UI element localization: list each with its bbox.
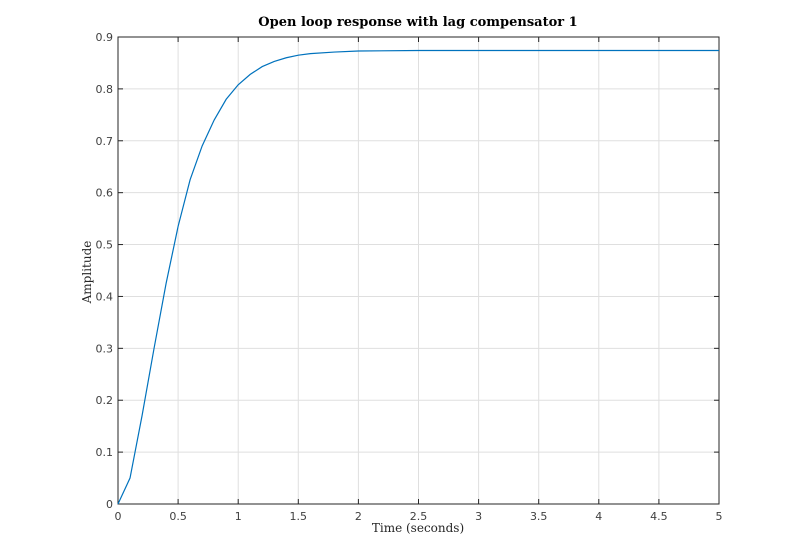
- y-tick-label: 0.9: [96, 31, 114, 44]
- y-axis-label: Amplitude: [80, 241, 94, 305]
- tick-marks: [117, 36, 720, 505]
- x-tick-label: 0.5: [169, 510, 187, 523]
- x-tick-labels: 0 0.5 1 1.5 2 2.5 3 3.5 4 4.5 5: [115, 510, 723, 523]
- series-layer: [117, 49, 719, 505]
- y-tick-label: 0.1: [96, 446, 114, 459]
- y-tick-label: 0.6: [96, 187, 114, 200]
- x-tick-label: 3: [475, 510, 482, 523]
- y-tick-label: 0: [106, 498, 113, 511]
- x-tick-label: 4: [595, 510, 602, 523]
- y-tick-label: 0.8: [96, 83, 114, 96]
- y-tick-label: 0.3: [96, 342, 114, 355]
- x-tick-label: 5: [716, 510, 723, 523]
- x-tick-label: 1: [235, 510, 242, 523]
- x-tick-label: 2: [355, 510, 362, 523]
- y-tick-label: 0.2: [96, 394, 114, 407]
- grid: [117, 36, 720, 505]
- x-tick-label: 1.5: [290, 510, 308, 523]
- x-tick-label: 4.5: [650, 510, 668, 523]
- x-tick-label: 3.5: [530, 510, 548, 523]
- x-axis-label: Time (seconds): [372, 521, 464, 535]
- y-tick-label: 0.7: [96, 135, 114, 148]
- series-line: [117, 49, 719, 505]
- chart-title: Open loop response with lag compensator …: [258, 15, 577, 30]
- y-tick-labels: 0 0.1 0.2 0.3 0.4 0.5 0.6 0.7 0.8 0.9: [96, 31, 114, 511]
- x-tick-label: 0: [115, 510, 122, 523]
- y-tick-label: 0.5: [96, 239, 114, 252]
- x-tick-label: 2.5: [410, 510, 428, 523]
- y-tick-label: 0.4: [96, 290, 114, 303]
